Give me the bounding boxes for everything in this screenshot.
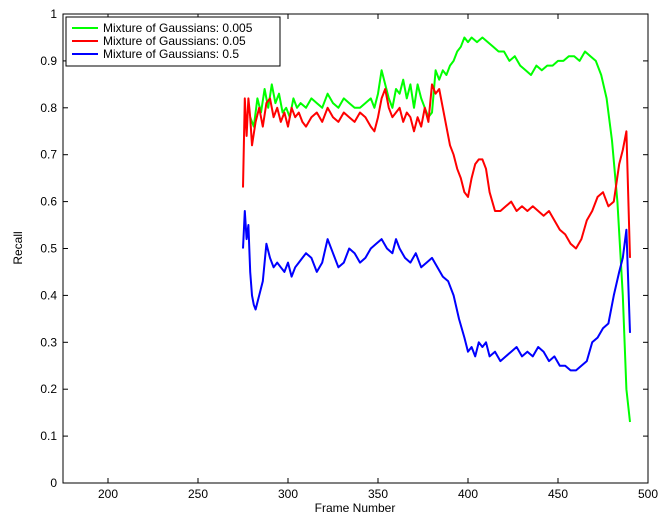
x-tick-label: 450 <box>548 487 568 501</box>
x-tick-label: 400 <box>458 487 478 501</box>
y-axis-label: Recall <box>11 231 25 264</box>
x-tick-label: 500 <box>638 487 658 501</box>
y-axis: 0 0.1 0.2 0.3 0.4 0.5 0.6 0.7 0.8 0.9 1 <box>40 7 648 490</box>
legend-label: Mixture of Gaussians: 0.5 <box>103 47 239 61</box>
series-lines <box>242 36 631 423</box>
y-tick-label: 0.1 <box>40 429 57 443</box>
x-tick-label: 350 <box>368 487 388 501</box>
y-tick-label: 0.7 <box>40 148 57 162</box>
y-tick-label: 0 <box>50 476 57 490</box>
y-tick-label: 0.6 <box>40 195 57 209</box>
plot-area <box>62 13 649 484</box>
series-line-2 <box>242 83 631 258</box>
x-axis-label: Frame Number <box>315 501 396 515</box>
y-tick-label: 0.3 <box>40 335 57 349</box>
y-tick-label: 0.8 <box>40 101 57 115</box>
legend-label: Mixture of Gaussians: 0.005 <box>103 21 253 35</box>
x-tick-label: 300 <box>278 487 298 501</box>
series-line-3 <box>242 210 631 372</box>
y-tick-label: 0.4 <box>40 288 57 302</box>
x-tick-label: 250 <box>188 487 208 501</box>
y-tick-label: 1 <box>50 7 57 21</box>
y-tick-label: 0.9 <box>40 54 57 68</box>
y-tick-label: 0.2 <box>40 382 57 396</box>
x-tick-label: 200 <box>98 487 118 501</box>
legend-box <box>65 16 281 67</box>
legend-label: Mixture of Gaussians: 0.05 <box>103 34 246 48</box>
y-tick-label: 0.5 <box>40 242 57 256</box>
x-axis: 200 250 300 350 400 450 500 <box>98 14 658 501</box>
